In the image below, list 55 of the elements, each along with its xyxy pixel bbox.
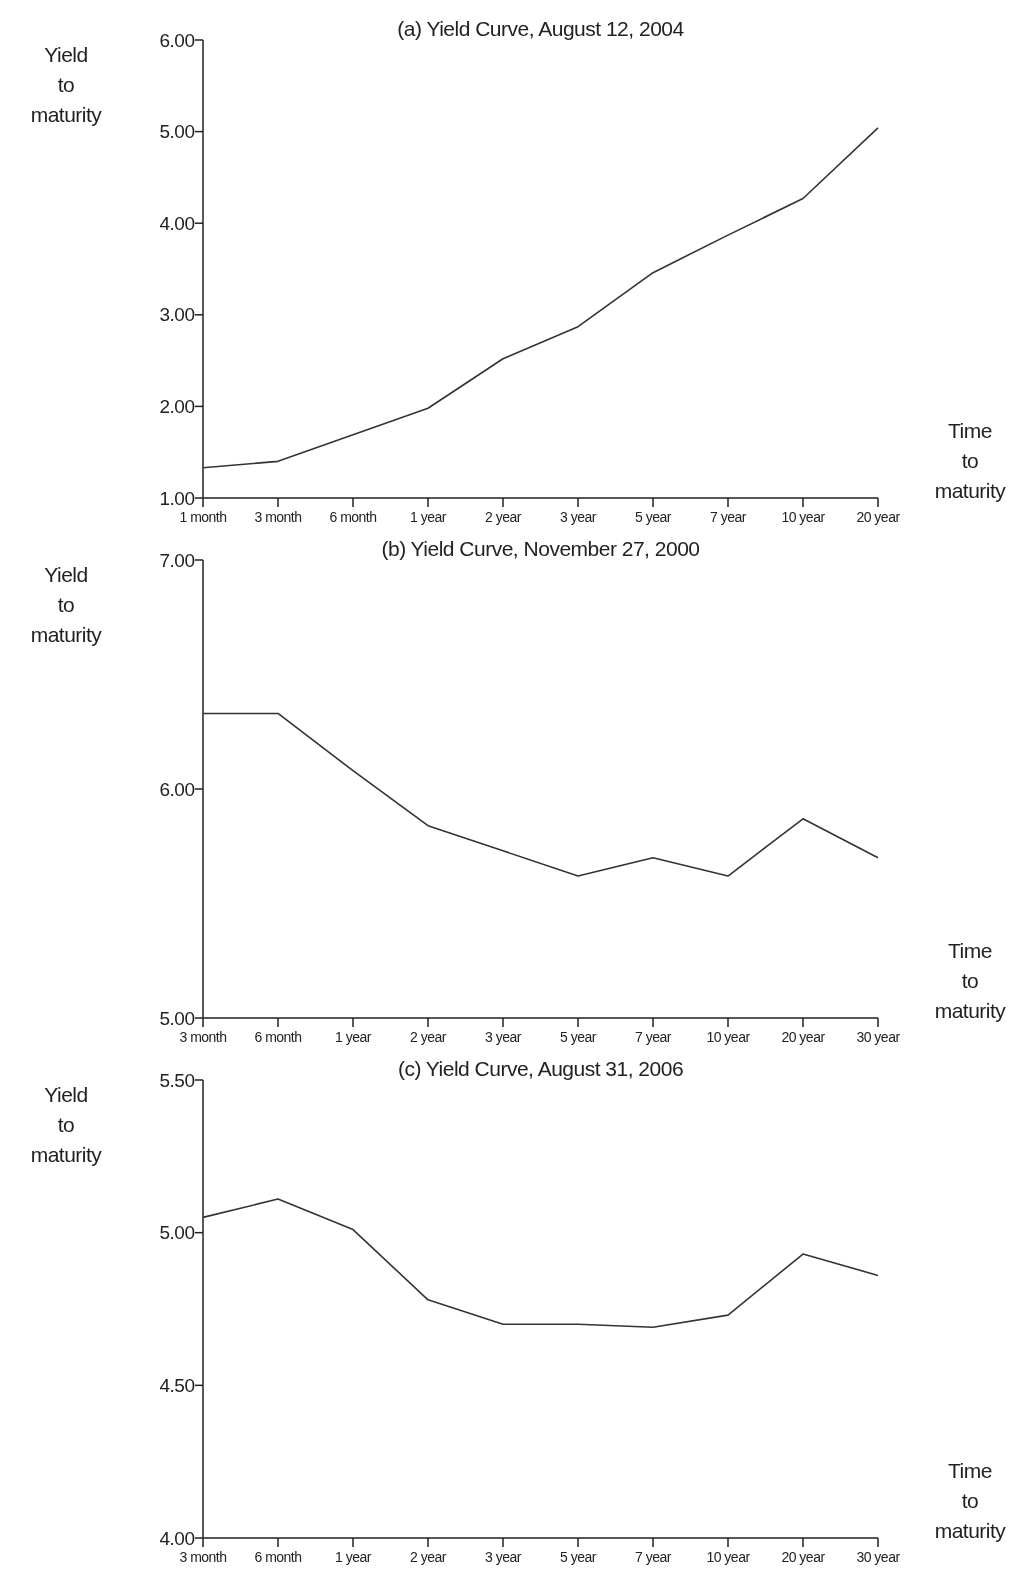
y-tick-label: 6.00 bbox=[159, 778, 195, 800]
x-tick-label: 20 year bbox=[781, 1029, 826, 1045]
y-tick-label: 5.00 bbox=[159, 121, 195, 143]
x-tick-label: 20 year bbox=[856, 509, 901, 525]
y-tick-label: 6.00 bbox=[159, 29, 195, 51]
line-series bbox=[202, 127, 879, 469]
y-tick-label: 5.00 bbox=[159, 1007, 195, 1029]
chart-title: (c) Yield Curve, August 31, 2006 bbox=[397, 1057, 684, 1080]
x-tick-label: 3 year bbox=[485, 1029, 522, 1045]
x-tick-label: 30 year bbox=[856, 1029, 901, 1045]
y-tick-label: 3.00 bbox=[159, 304, 195, 326]
y-tick-label: 4.00 bbox=[159, 1527, 195, 1549]
x-tick-label: 3 year bbox=[485, 1549, 522, 1565]
x-tick-label: 1 year bbox=[335, 1029, 372, 1045]
x-tick-label: 1 year bbox=[410, 509, 447, 525]
x-tick-label: 7 year bbox=[710, 509, 747, 525]
x-axis-title: Time to maturity bbox=[934, 1459, 1007, 1542]
x-tick-label: 30 year bbox=[856, 1549, 901, 1565]
y-tick-label: 2.00 bbox=[159, 396, 195, 418]
x-tick-label: 2 year bbox=[410, 1029, 447, 1045]
x-tick-label: 5 year bbox=[560, 1029, 597, 1045]
y-axis-title: Yield to maturity bbox=[30, 1083, 103, 1166]
x-tick-label: 7 year bbox=[635, 1029, 672, 1045]
y-axis-title: Yield to maturity bbox=[30, 563, 103, 646]
chart-title: (a) Yield Curve, August 12, 2004 bbox=[397, 17, 685, 40]
x-tick-label: 3 month bbox=[179, 1549, 227, 1565]
x-axis-title: Time to maturity bbox=[934, 419, 1007, 502]
x-tick-label: 3 year bbox=[560, 509, 597, 525]
x-tick-label: 3 month bbox=[179, 1029, 227, 1045]
x-tick-label: 7 year bbox=[635, 1549, 672, 1565]
y-axis-title: Yield to maturity bbox=[30, 43, 103, 126]
x-tick-label: 3 month bbox=[254, 509, 302, 525]
x-tick-label: 6 month bbox=[254, 1549, 302, 1565]
chart-title: (b) Yield Curve, November 27, 2000 bbox=[381, 537, 700, 560]
x-tick-label: 20 year bbox=[781, 1549, 826, 1565]
x-tick-label: 2 year bbox=[485, 509, 522, 525]
x-tick-label: 2 year bbox=[410, 1549, 447, 1565]
x-tick-label: 5 year bbox=[560, 1549, 597, 1565]
x-tick-label: 10 year bbox=[781, 509, 826, 525]
x-tick-label: 10 year bbox=[706, 1549, 751, 1565]
x-tick-label: 1 year bbox=[335, 1549, 372, 1565]
y-tick-label: 1.00 bbox=[159, 487, 195, 509]
y-tick-label: 7.00 bbox=[159, 549, 195, 571]
y-tick-label: 5.50 bbox=[159, 1069, 195, 1091]
y-tick-label: 5.00 bbox=[159, 1222, 195, 1244]
y-tick-label: 4.00 bbox=[159, 212, 195, 234]
x-tick-label: 5 year bbox=[635, 509, 672, 525]
y-tick-label: 4.50 bbox=[159, 1374, 195, 1396]
x-tick-label: 1 month bbox=[179, 509, 227, 525]
line-series bbox=[202, 1198, 879, 1329]
line-series bbox=[202, 712, 879, 877]
x-axis-title: Time to maturity bbox=[934, 939, 1007, 1022]
x-tick-label: 6 month bbox=[329, 509, 377, 525]
x-tick-label: 10 year bbox=[706, 1029, 751, 1045]
x-tick-label: 6 month bbox=[254, 1029, 302, 1045]
